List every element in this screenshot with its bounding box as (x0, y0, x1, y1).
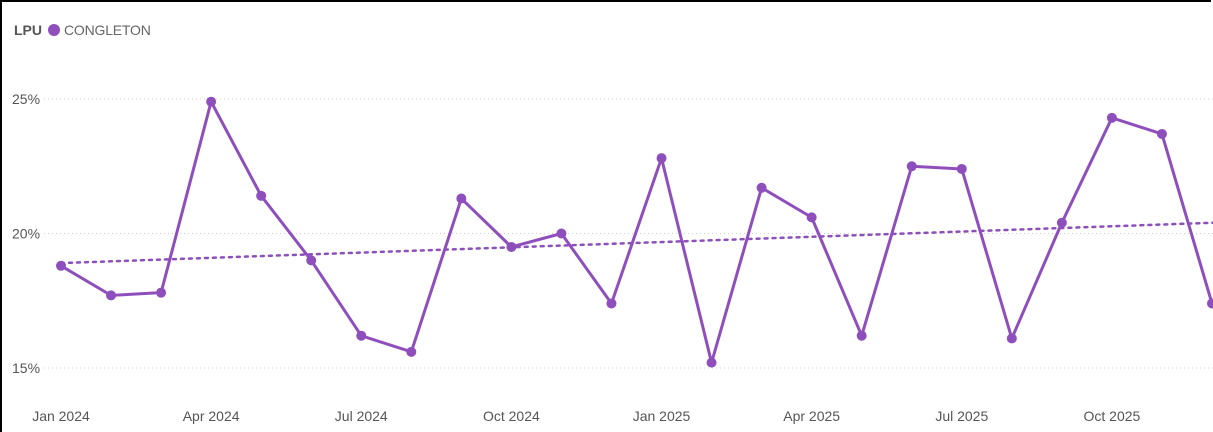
legend-series-marker (48, 24, 60, 36)
trend-line-group (59, 221, 1213, 265)
data-point[interactable] (1006, 333, 1017, 344)
x-tick-label: Oct 2024 (483, 408, 540, 424)
data-point[interactable] (956, 163, 967, 174)
x-tick-label: Jan 2024 (32, 408, 90, 424)
gridlines (44, 98, 1213, 369)
x-tick-label: Apr 2024 (183, 408, 240, 424)
data-point[interactable] (856, 330, 867, 341)
data-point[interactable] (456, 193, 467, 204)
y-tick-label: 20% (12, 226, 40, 242)
legend: LPU CONGLETON (14, 22, 151, 38)
data-point[interactable] (756, 182, 767, 193)
data-point[interactable] (406, 346, 417, 357)
x-tick-label: Apr 2025 (783, 408, 840, 424)
data-point[interactable] (256, 190, 267, 201)
x-tick-label: Jul 2025 (935, 408, 988, 424)
data-point[interactable] (206, 96, 217, 107)
data-point[interactable] (1056, 217, 1067, 228)
data-point[interactable] (106, 290, 117, 301)
series-group (56, 96, 1213, 368)
data-point[interactable] (506, 241, 517, 252)
data-point[interactable] (1207, 298, 1213, 309)
x-tick-label: Jan 2025 (633, 408, 691, 424)
x-tick-label: Oct 2025 (1083, 408, 1140, 424)
y-axis: 15% 20% 25% (12, 91, 40, 376)
data-point[interactable] (56, 260, 66, 271)
y-tick-label: 15% (12, 360, 40, 376)
data-point[interactable] (556, 228, 567, 239)
data-point[interactable] (306, 255, 317, 266)
data-point[interactable] (156, 287, 167, 298)
x-axis: Jan 2024 Apr 2024 Jul 2024 Oct 2024 Jan 2025… (32, 408, 1140, 424)
x-tick-label: Jul 2024 (335, 408, 388, 424)
legend-title: LPU (14, 22, 42, 38)
data-point[interactable] (1156, 128, 1167, 139)
data-point[interactable] (1106, 112, 1117, 123)
data-point[interactable] (906, 161, 917, 172)
trend-line (59, 221, 1213, 265)
data-point[interactable] (356, 330, 367, 341)
y-tick-label: 25% (12, 91, 40, 107)
legend-series-name[interactable]: CONGLETON (64, 22, 151, 38)
data-point[interactable] (656, 153, 667, 164)
data-point[interactable] (606, 298, 617, 309)
data-point[interactable] (806, 212, 817, 223)
data-point[interactable] (706, 357, 717, 368)
series-line-congleton (60, 100, 1213, 365)
